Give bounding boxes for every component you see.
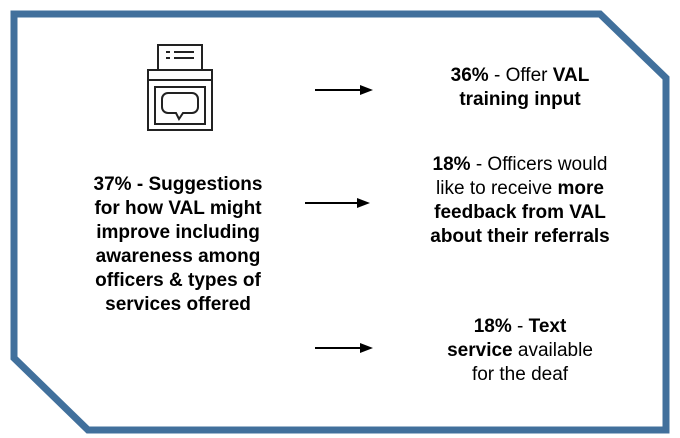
frame: [10, 10, 670, 434]
text-line: officers & types of: [28, 269, 328, 293]
arrows: [305, 85, 373, 353]
text-segment: 37% - Suggestions: [93, 174, 263, 195]
text-segment: officers & types of: [95, 270, 261, 291]
text-segment: 36%: [450, 65, 489, 86]
text-segment: improve including: [96, 222, 260, 243]
text-line: services offered: [28, 293, 328, 317]
text-block: 37% - Suggestions for how VAL might improv…: [28, 173, 328, 317]
text-line: 18% - Officers would: [370, 153, 670, 177]
text-segment: -: [511, 316, 529, 337]
text-line: for how VAL might: [28, 197, 328, 221]
text-line: service available: [370, 339, 670, 363]
text-line: training input: [370, 88, 670, 112]
text-block: 18% - Text service available for the deaf: [370, 315, 670, 387]
text-segment: service: [447, 340, 513, 361]
text-segment: about their referrals: [430, 226, 610, 247]
text-segment: for how VAL might: [94, 198, 262, 219]
text-segment: awareness among: [95, 246, 261, 267]
text-segment: feedback from VAL: [434, 202, 606, 223]
text-segment: training input: [459, 89, 581, 110]
text-line: for the deaf: [370, 363, 670, 387]
text-segment: like to receive: [436, 178, 558, 199]
text-segment: for the deaf: [471, 364, 569, 385]
text-line: improve including: [28, 221, 328, 245]
icon: [147, 44, 213, 131]
text-segment: - Offer: [488, 65, 553, 86]
text-segment: services offered: [105, 294, 251, 315]
text-segment: VAL: [552, 65, 590, 86]
text-line: like to receive more: [370, 177, 670, 201]
text-line: feedback from VAL: [370, 201, 670, 225]
text-segment: 18%: [473, 316, 512, 337]
text-line: 18% - Text: [370, 315, 670, 339]
text-segment: - Officers would: [470, 154, 608, 175]
text-block: 36% - Offer VAL training input: [370, 64, 670, 112]
text-segment: more: [557, 178, 604, 199]
text-line: 37% - Suggestions: [28, 173, 328, 197]
text-line: about their referrals: [370, 225, 670, 249]
text-block: 18% - Officers would like to receive more…: [370, 153, 670, 249]
text-line: awareness among: [28, 245, 328, 269]
text-segment: available: [512, 340, 593, 361]
text-segment: 18%: [432, 154, 471, 175]
text-line: 36% - Offer VAL: [370, 64, 670, 88]
text-segment: Text: [528, 316, 567, 337]
